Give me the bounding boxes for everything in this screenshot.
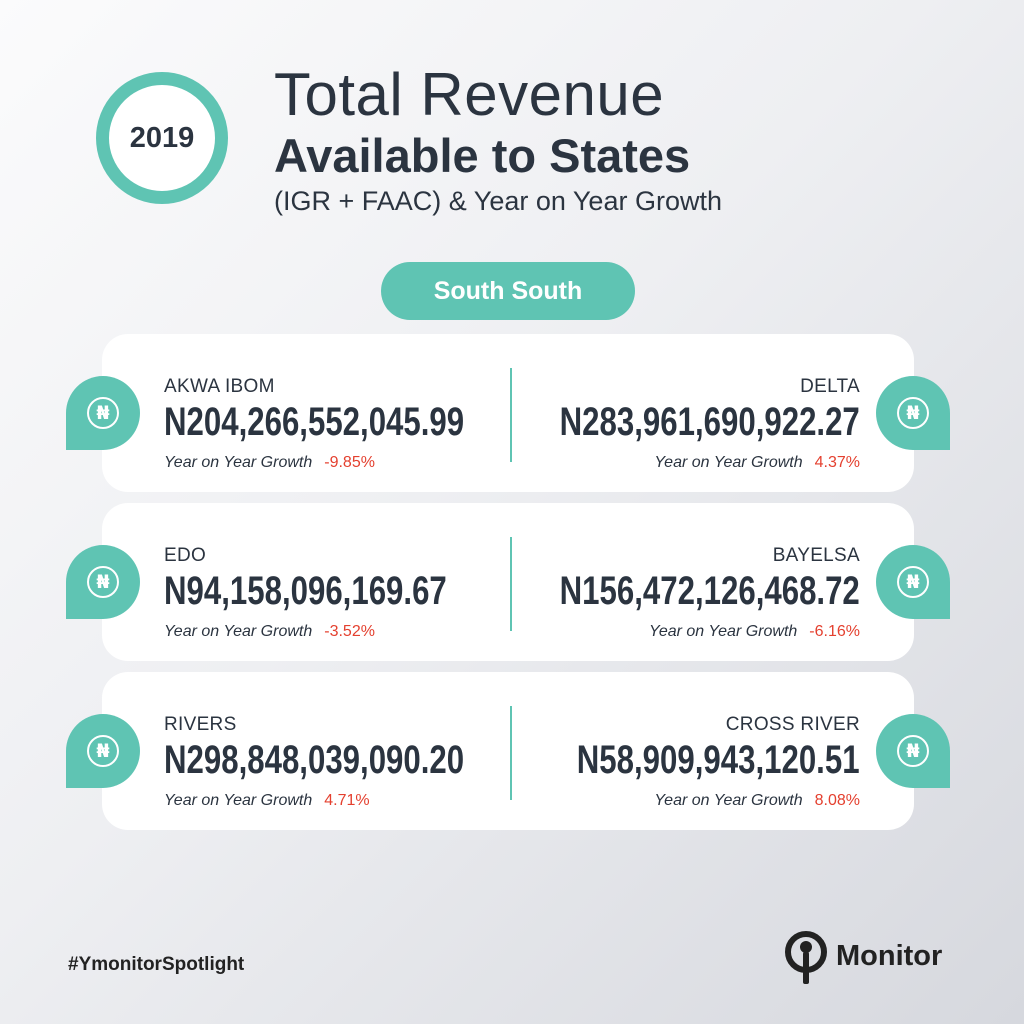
year-label: 2019	[129, 121, 195, 154]
state-entry: DELTA N283,961,690,922.27 Year on Year G…	[480, 334, 860, 492]
growth-value: -3.52%	[324, 623, 375, 640]
growth-value: 8.08%	[814, 792, 860, 809]
card-divider	[510, 537, 512, 631]
page-title-bold: Available to States	[274, 129, 691, 182]
growth-line: Year on Year Growth 8.08%	[654, 792, 860, 810]
growth-line: Year on Year Growth 4.71%	[164, 792, 370, 810]
brand-name: Monitor	[836, 940, 943, 972]
state-name: CROSS RIVER	[725, 714, 860, 735]
region-label: South South	[433, 276, 583, 305]
page-title: Total Revenue	[274, 61, 665, 128]
revenue-amount: N204,266,552,045.99	[164, 400, 465, 444]
growth-label: Year on Year Growth	[654, 454, 803, 471]
growth-value: -6.16%	[809, 623, 860, 640]
revenue-amount: N58,909,943,120.51	[577, 738, 860, 782]
growth-label: Year on Year Growth	[164, 454, 313, 471]
naira-glyph: ₦	[897, 735, 929, 767]
state-entry: RIVERS N298,848,039,090.20 Year on Year …	[164, 672, 544, 830]
revenue-amount: N283,961,690,922.27	[559, 400, 860, 444]
growth-line: Year on Year Growth -6.16%	[649, 623, 860, 641]
revenue-amount: N298,848,039,090.20	[164, 738, 465, 782]
revenue-amount: N94,158,096,169.67	[164, 569, 447, 613]
growth-line: Year on Year Growth 4.37%	[654, 454, 860, 472]
card-divider	[510, 368, 512, 462]
growth-label: Year on Year Growth	[164, 623, 313, 640]
state-name: EDO	[164, 545, 207, 566]
brand-logo: Monitor	[784, 930, 964, 986]
naira-coin-icon: ₦	[66, 376, 140, 450]
growth-value: 4.37%	[814, 454, 860, 471]
state-card: AKWA IBOM N204,266,552,045.99 Year on Ye…	[102, 334, 914, 492]
naira-coin-icon: ₦	[66, 545, 140, 619]
revenue-amount: N156,472,126,468.72	[559, 569, 860, 613]
state-entry: BAYELSA N156,472,126,468.72 Year on Year…	[480, 503, 860, 661]
state-entry: CROSS RIVER N58,909,943,120.51 Year on Y…	[480, 672, 860, 830]
growth-line: Year on Year Growth -3.52%	[164, 623, 375, 641]
growth-line: Year on Year Growth -9.85%	[164, 454, 375, 472]
naira-coin-icon: ₦	[876, 545, 950, 619]
page-subtitle: (IGR + FAAC) & Year on Year Growth	[274, 186, 722, 216]
growth-label: Year on Year Growth	[654, 792, 803, 809]
state-entry: EDO N94,158,096,169.67 Year on Year Grow…	[164, 503, 544, 661]
state-card: EDO N94,158,096,169.67 Year on Year Grow…	[102, 503, 914, 661]
naira-glyph: ₦	[87, 735, 119, 767]
growth-label: Year on Year Growth	[164, 792, 313, 809]
state-name: AKWA IBOM	[164, 376, 275, 397]
year-badge: 2019	[96, 72, 228, 204]
naira-glyph: ₦	[897, 397, 929, 429]
growth-label: Year on Year Growth	[649, 623, 798, 640]
region-pill: South South	[381, 262, 635, 320]
naira-coin-icon: ₦	[876, 714, 950, 788]
state-name: DELTA	[800, 376, 860, 397]
state-name: BAYELSA	[772, 545, 860, 566]
naira-glyph: ₦	[897, 566, 929, 598]
growth-value: -9.85%	[324, 454, 375, 471]
naira-glyph: ₦	[87, 566, 119, 598]
naira-coin-icon: ₦	[876, 376, 950, 450]
hashtag: #YmonitorSpotlight	[68, 954, 245, 975]
state-entry: AKWA IBOM N204,266,552,045.99 Year on Ye…	[164, 334, 544, 492]
naira-glyph: ₦	[87, 397, 119, 429]
ymonitor-logo-icon	[785, 931, 827, 984]
state-name: RIVERS	[164, 714, 237, 735]
naira-coin-icon: ₦	[66, 714, 140, 788]
state-card: RIVERS N298,848,039,090.20 Year on Year …	[102, 672, 914, 830]
card-divider	[510, 706, 512, 800]
growth-value: 4.71%	[324, 792, 370, 809]
